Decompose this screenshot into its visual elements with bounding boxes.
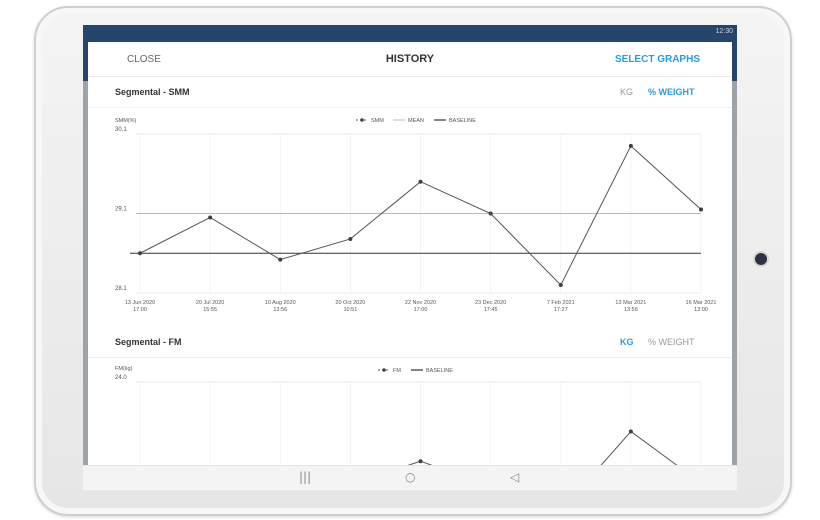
- status-time: 12:30: [715, 28, 733, 35]
- fm-data-point: [418, 459, 423, 464]
- smm-xtick-date: 20 Oct 2020: [335, 300, 365, 306]
- recents-icon[interactable]: |||: [295, 470, 315, 484]
- smm-xtick-date: 22 Nov 2020: [405, 300, 436, 306]
- smm-data-point: [348, 236, 353, 241]
- smm-unit-kg-button[interactable]: KG: [620, 87, 634, 97]
- smm-ylabel: SMM(%): [115, 118, 137, 124]
- dialog-header: CLOSE HISTORY SELECT GRAPHS: [88, 42, 732, 77]
- smm-xtick-date: 7 Feb 2021: [547, 300, 575, 306]
- smm-xtick-date: 20 Jul 2020: [196, 300, 224, 306]
- smm-xtick-date: 16 Mar 2021: [686, 300, 717, 306]
- smm-unit-weight-button[interactable]: % WEIGHT: [648, 87, 695, 97]
- smm-xtick-time: 15:55: [203, 307, 217, 313]
- fm-section-title: Segmental - FM: [115, 337, 182, 347]
- navigation-bar: ||| ○ ◁: [83, 465, 737, 490]
- smm-xtick-date: 10 Aug 2020: [265, 300, 296, 306]
- smm-legend-label: BASELINE: [449, 118, 476, 124]
- smm-ytick-label: 29.1: [115, 207, 127, 213]
- smm-xtick-date: 13 Jun 2020: [125, 300, 155, 306]
- smm-section-header: Segmental - SMM KG % WEIGHT: [88, 77, 732, 108]
- fm-unit-kg-button[interactable]: KG: [620, 337, 634, 347]
- fm-ytick-label: 24.0: [115, 375, 127, 381]
- smm-ytick-label: 28.1: [115, 286, 127, 292]
- smm-ytick-label: 30.1: [115, 127, 127, 133]
- status-bar: 12:30: [83, 25, 737, 41]
- smm-xtick-date: 23 Dec 2020: [475, 300, 506, 306]
- select-graphs-button[interactable]: SELECT GRAPHS: [614, 54, 700, 65]
- smm-data-point: [488, 211, 493, 216]
- dialog-title: HISTORY: [385, 53, 435, 65]
- smm-xtick-time: 13:56: [624, 307, 638, 313]
- fm-ylabel: FM(kg): [115, 366, 133, 372]
- smm-xtick-time: 17:00: [414, 307, 428, 313]
- smm-legend-label: MEAN: [408, 118, 424, 124]
- fm-legend-series-marker: [382, 368, 386, 372]
- smm-data-point: [278, 257, 283, 262]
- fm-section-header: Segmental - FM KG % WEIGHT: [88, 327, 732, 358]
- smm-xtick-time: 13:56: [273, 307, 287, 313]
- smm-xtick-time: 10:51: [343, 307, 357, 313]
- history-dialog: CLOSE HISTORY SELECT GRAPHS Segmental - …: [88, 42, 732, 490]
- smm-data-point: [699, 207, 703, 212]
- home-icon[interactable]: ○: [401, 470, 419, 484]
- back-icon[interactable]: ◁: [506, 470, 523, 484]
- smm-legend-label: SMM: [371, 118, 384, 124]
- smm-xtick-time: 17:45: [484, 307, 498, 313]
- smm-legend-series-marker: [360, 118, 364, 122]
- fm-unit-weight-button[interactable]: % WEIGHT: [648, 337, 695, 347]
- fm-data-point: [628, 429, 633, 434]
- smm-xtick-time: 17:00: [133, 307, 147, 313]
- fm-legend-label: FM: [393, 368, 401, 374]
- camera-icon: [755, 253, 767, 265]
- screen: 12:30 CLOSE HISTORY SELECT GRAPHS Segmen…: [83, 25, 737, 490]
- fm-legend-label: BASELINE: [426, 368, 453, 374]
- smm-data-point: [208, 215, 213, 220]
- smm-xtick-time: 17:27: [554, 307, 568, 313]
- smm-data-point: [418, 179, 423, 184]
- smm-section-title: Segmental - SMM: [115, 87, 190, 97]
- close-button[interactable]: CLOSE: [127, 54, 161, 65]
- smm-xtick-date: 13 Mar 2021: [615, 300, 646, 306]
- smm-data-point: [138, 251, 142, 256]
- smm-data-point: [558, 283, 563, 288]
- smm-xtick-time: 13:00: [694, 307, 708, 313]
- smm-chart: SMM MEAN BASELINE SMM(%) 30.1 29.1 28.1 13 Jun …: [115, 118, 717, 313]
- smm-data-point: [628, 143, 633, 148]
